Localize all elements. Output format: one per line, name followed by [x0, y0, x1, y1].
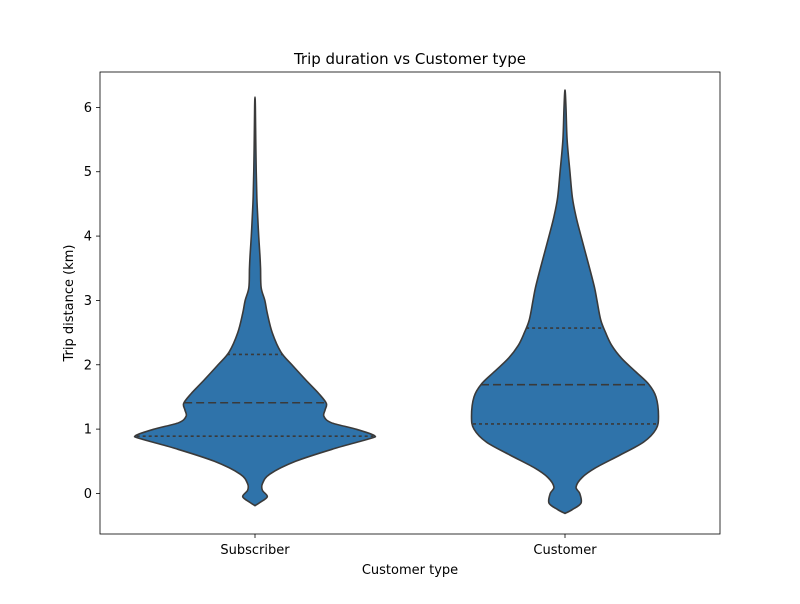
y-tick-label: 6 [84, 101, 92, 116]
x-axis: Subscriber Customer [220, 534, 597, 558]
violin-subscriber [133, 96, 377, 507]
y-tick-label: 0 [84, 487, 92, 502]
y-tick-label: 3 [84, 294, 92, 309]
violin-customer [470, 89, 660, 515]
y-tick-label: 2 [84, 358, 92, 373]
x-tick-label: Subscriber [220, 543, 290, 558]
violins-layer [133, 89, 660, 515]
plot-frame [99, 71, 721, 535]
y-tick-label: 5 [84, 165, 92, 180]
y-axis-label: Trip distance (km) [62, 245, 77, 363]
x-tick-label: Customer [533, 543, 597, 558]
x-axis-label: Customer type [362, 563, 458, 578]
y-tick-label: 4 [84, 230, 92, 245]
y-tick-label: 1 [84, 423, 92, 438]
chart-title: Trip duration vs Customer type [293, 50, 526, 68]
y-axis: 0 1 2 3 4 5 6 [84, 101, 100, 502]
